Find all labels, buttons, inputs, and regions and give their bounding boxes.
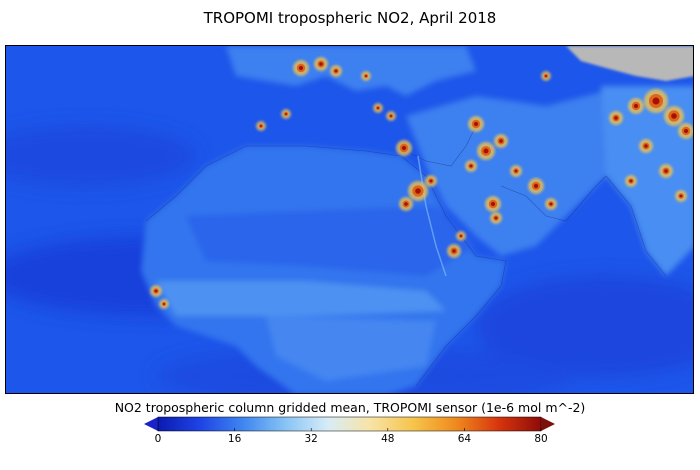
europe-land [226, 46, 476, 96]
no2-hotspot-peak [364, 74, 368, 78]
no2-hotspot-peak [473, 121, 479, 127]
no2-hotspot-peak [679, 194, 683, 198]
no2-hotspot-peak [633, 103, 639, 109]
no2-hotspot-peak [469, 164, 473, 168]
no2-hotspot-peak [459, 234, 463, 238]
no2-hotspot-peak [334, 69, 338, 73]
ocean-dark-band [6, 126, 196, 186]
nile-line [417, 155, 447, 277]
no2-hotspot-peak [284, 112, 288, 116]
no2-hotspot-peak [644, 144, 648, 148]
no2-hotspot-peak [499, 139, 503, 143]
coastline [145, 145, 427, 222]
no2-hotspot-peak [664, 169, 668, 173]
colorbar-over-arrow [541, 417, 555, 431]
no2-hotspot-peak [415, 188, 421, 194]
no2-hotspot-peak [544, 74, 548, 78]
no2-hotspot-peak [629, 179, 633, 183]
no2-hotspot-peak [490, 201, 496, 207]
map-title: TROPOMI tropospheric NO2, April 2018 [203, 9, 497, 27]
no2-hotspot-peak [652, 97, 660, 105]
saharan-band [186, 206, 476, 276]
colorbar-tick-label: 64 [457, 433, 472, 445]
no2-hotspot-peak [404, 202, 408, 206]
colorbar-tick-label: 32 [304, 433, 318, 445]
coastline [405, 125, 477, 167]
no2-hotspot-peak [683, 128, 689, 134]
no2-hotspot-peak [389, 114, 393, 118]
central-africa-band [266, 316, 436, 381]
colorbar-label: NO2 tropospheric column gridded mean, TR… [114, 400, 586, 415]
no2-hotspot-peak [452, 249, 456, 253]
ocean-dark-band [476, 276, 693, 376]
coastline [415, 175, 507, 387]
middle-east-land [406, 91, 606, 256]
sahel-band [156, 281, 446, 316]
nodata-region [566, 46, 693, 81]
no2-hotspot-peak [429, 179, 433, 183]
no2-hotspot-peak [162, 302, 166, 306]
no2-hotspot-peak [298, 65, 304, 71]
no2-hotspot-peak [376, 106, 380, 110]
colorbar-gradient [157, 416, 542, 432]
no2-map [5, 45, 694, 394]
colorbar-tick-label: 0 [154, 433, 162, 445]
no2-hotspot-peak [401, 145, 407, 151]
no2-hotspot-peak [483, 148, 489, 154]
no2-hotspot-peak [154, 289, 158, 293]
colorbar-tick-label: 16 [227, 433, 242, 445]
colorbar-tick-label: 48 [381, 433, 395, 445]
no2-hotspot-peak [319, 62, 323, 66]
coastline [500, 175, 607, 222]
no2-hotspot-peak [494, 216, 498, 220]
colorbar-under-arrow [144, 417, 158, 431]
no2-hotspot-peak [514, 169, 518, 173]
colorbar-tick-label: 80 [534, 433, 548, 445]
coastline [605, 175, 667, 277]
no2-hotspot-peak [259, 124, 263, 128]
no2-hotspot-peak [549, 202, 553, 206]
no2-hotspot-peak [671, 113, 677, 119]
no2-hotspot-peak [533, 183, 539, 189]
india-land [601, 86, 693, 276]
no2-hotspot-peak [614, 116, 618, 120]
